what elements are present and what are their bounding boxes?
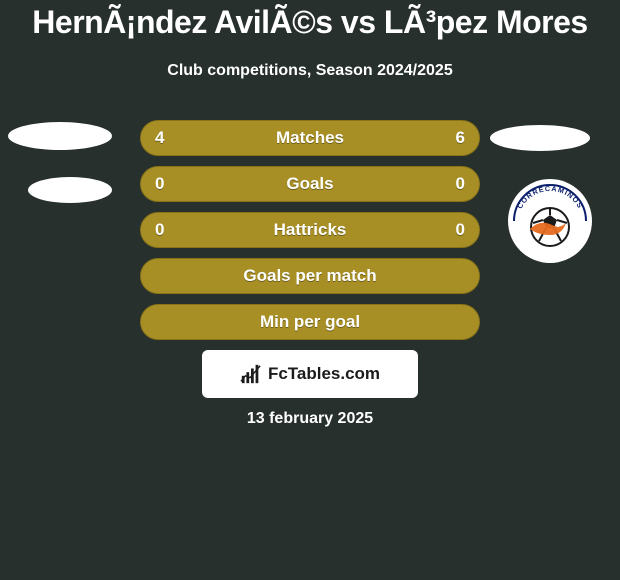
date-line: 13 february 2025: [0, 410, 620, 428]
right-team-badge: CORRECAMINOS: [508, 179, 592, 263]
stat-label: Goals: [141, 167, 479, 201]
comparison-card: HernÃ¡ndez AvilÃ©s vs LÃ³pez Mores Club …: [0, 0, 620, 580]
page-title: HernÃ¡ndez AvilÃ©s vs LÃ³pez Mores: [0, 4, 620, 41]
brand-text: FcTables.com: [268, 364, 380, 384]
team-badge-svg: CORRECAMINOS: [508, 179, 592, 263]
stat-label: Min per goal: [141, 305, 479, 339]
stat-row: Goals per match: [140, 258, 480, 294]
right-player-avatar: [480, 112, 610, 172]
stat-row: Min per goal: [140, 304, 480, 340]
stat-label: Hattricks: [141, 213, 479, 247]
stat-row: 00Hattricks: [140, 212, 480, 248]
right-player-ellipse: [490, 125, 590, 151]
left-player-ellipse: [8, 122, 112, 150]
left-team-ellipse: [28, 177, 112, 203]
stat-label: Goals per match: [141, 259, 479, 293]
subtitle: Club competitions, Season 2024/2025: [0, 62, 620, 80]
stat-row: 46Matches: [140, 120, 480, 156]
left-player-avatar: [0, 110, 120, 170]
bar-chart-icon: [240, 363, 262, 385]
stat-label: Matches: [141, 121, 479, 155]
left-team-avatar: [0, 165, 130, 225]
brand-box: FcTables.com: [202, 350, 418, 398]
stat-row: 00Goals: [140, 166, 480, 202]
